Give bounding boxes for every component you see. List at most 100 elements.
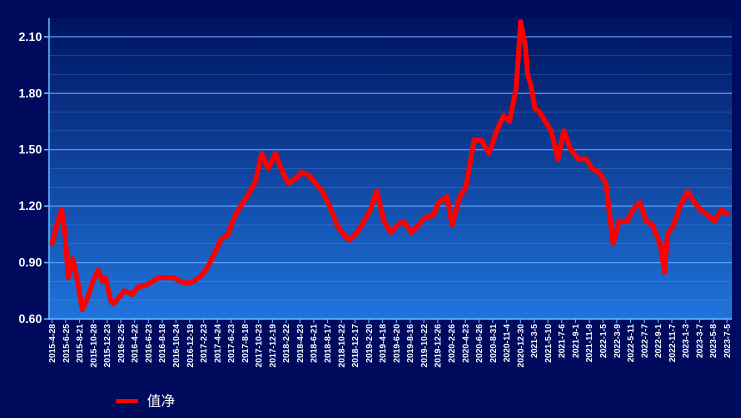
data-point xyxy=(662,269,667,275)
data-point xyxy=(70,256,76,261)
x-tick-label: 2017-8-18 xyxy=(240,324,250,363)
data-point xyxy=(637,200,643,205)
x-tick-label: 2020-6-26 xyxy=(474,324,484,363)
x-tick-label: 2018-2-22 xyxy=(281,324,291,363)
x-tick-label: 2016-8-18 xyxy=(157,324,167,363)
data-point xyxy=(513,87,519,92)
data-point xyxy=(204,266,210,271)
legend-label: 值净 xyxy=(147,394,175,410)
x-tick-label: 2020-12-30 xyxy=(515,324,525,368)
data-point xyxy=(100,279,105,284)
data-point xyxy=(616,219,622,224)
x-tick-label: 2017-10-23 xyxy=(254,324,264,368)
data-point xyxy=(528,81,533,87)
data-point xyxy=(212,251,217,256)
x-tick-label: 2020-8-31 xyxy=(488,324,498,363)
data-point xyxy=(177,279,183,284)
x-tick-label: 2018-10-22 xyxy=(336,324,346,368)
data-point xyxy=(171,275,177,280)
data-point xyxy=(584,156,589,162)
gridlines xyxy=(49,36,732,301)
data-point xyxy=(610,241,616,246)
data-point xyxy=(501,113,506,119)
data-point xyxy=(644,219,649,224)
data-point xyxy=(657,241,663,246)
x-tick-label: 2016-4-22 xyxy=(130,324,140,363)
data-point xyxy=(62,232,68,237)
x-tick-label: 2015-6-25 xyxy=(61,324,71,363)
data-point xyxy=(401,219,406,224)
data-point xyxy=(245,192,251,197)
x-tick-label: 2016-2-25 xyxy=(116,324,126,363)
x-tick-label: 2017-4-24 xyxy=(212,324,222,363)
x-tick-label: 2019-12-26 xyxy=(433,324,443,368)
x-tick-label: 2022-7-7 xyxy=(639,324,649,358)
x-tick-label: 2018-6-21 xyxy=(309,324,319,363)
x-tick-label: 2017-2-23 xyxy=(199,324,209,363)
data-point xyxy=(724,211,730,216)
x-tick-label: 2016-6-23 xyxy=(143,324,153,363)
data-point xyxy=(66,275,71,280)
data-point xyxy=(108,298,113,303)
data-point xyxy=(576,156,581,162)
plot-area xyxy=(49,18,732,319)
legend: 值净 xyxy=(116,394,175,410)
data-point xyxy=(286,181,291,186)
data-point xyxy=(144,282,149,288)
y-tick-label: 1.50 xyxy=(19,143,43,157)
data-point xyxy=(486,151,492,156)
data-point xyxy=(266,166,271,171)
x-tick-label: 2021-9-1 xyxy=(570,324,580,358)
series-layer xyxy=(49,19,730,313)
data-point xyxy=(523,44,528,49)
data-point xyxy=(135,284,140,290)
y-tick-label: 0.90 xyxy=(19,256,43,270)
x-tick-label: 2019-2-20 xyxy=(364,324,374,363)
data-point xyxy=(150,279,155,284)
data-point xyxy=(313,181,319,186)
data-point xyxy=(665,232,670,237)
data-point xyxy=(307,173,312,179)
data-point xyxy=(463,185,468,190)
data-point xyxy=(319,188,325,194)
data-point xyxy=(49,241,55,246)
x-tick-label: 2019-10-22 xyxy=(419,324,429,368)
data-point xyxy=(471,138,477,143)
data-point xyxy=(164,275,169,280)
x-tick-label: 2016-12-19 xyxy=(185,324,195,368)
data-point xyxy=(347,237,352,243)
data-point xyxy=(80,307,85,312)
data-point xyxy=(191,279,196,284)
x-tick-label: 2015-12-23 xyxy=(102,324,112,368)
data-point xyxy=(95,267,101,273)
data-point xyxy=(630,207,635,213)
data-point xyxy=(416,222,421,228)
y-tick-label: 1.80 xyxy=(19,86,43,100)
data-point xyxy=(706,213,711,218)
x-tick-label: 2017-12-19 xyxy=(267,324,277,368)
data-point xyxy=(294,175,299,181)
data-point xyxy=(327,203,332,209)
x-tick-label: 2021-7-6 xyxy=(557,324,567,358)
data-point xyxy=(518,19,523,24)
x-tick-label: 2023-3-7 xyxy=(694,324,704,358)
data-point xyxy=(54,222,60,228)
data-point xyxy=(457,194,462,199)
data-point xyxy=(532,106,538,111)
data-point xyxy=(84,298,89,303)
x-tick-label: 2022-1-5 xyxy=(598,324,608,358)
data-point xyxy=(555,156,561,162)
y-tick-label: 1.20 xyxy=(19,199,43,213)
data-point xyxy=(238,203,243,209)
data-point xyxy=(90,279,96,284)
data-point xyxy=(280,170,285,175)
x-tick-label: 2018-8-17 xyxy=(323,324,333,363)
x-tick-label: 2022-11-7 xyxy=(667,324,677,363)
data-point xyxy=(525,72,530,77)
x-tick-label: 2015-4-28 xyxy=(47,324,57,363)
data-point xyxy=(650,222,655,228)
data-point xyxy=(444,194,450,199)
data-point xyxy=(232,215,237,220)
x-tick-label: 2019-4-18 xyxy=(378,324,388,363)
data-point xyxy=(537,109,542,115)
